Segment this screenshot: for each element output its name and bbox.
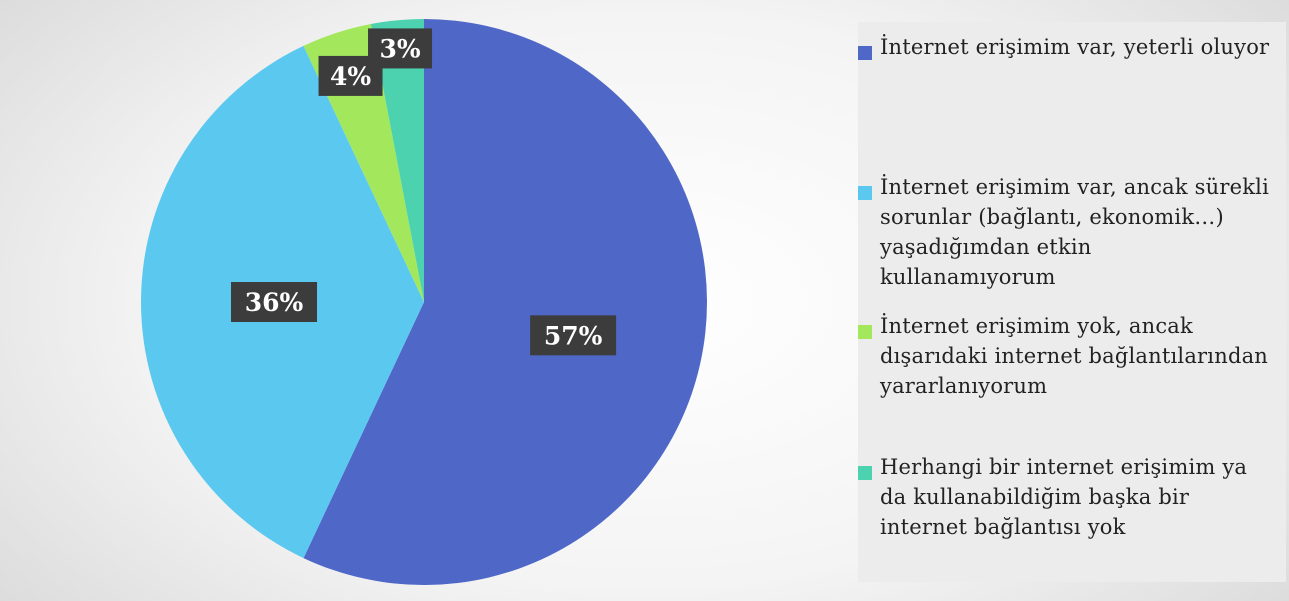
legend-swatch bbox=[858, 325, 872, 339]
legend-swatch bbox=[858, 186, 872, 200]
legend-item: Herhangi bir internet erişimim ya da kul… bbox=[858, 452, 1270, 542]
data-label-text: 57% bbox=[544, 321, 603, 350]
legend-swatch bbox=[858, 46, 872, 60]
legend-label: İnternet erişimim yok, ancak dışarıdaki … bbox=[880, 314, 1269, 398]
legend-item: İnternet erişimim yok, ancak dışarıdaki … bbox=[858, 311, 1270, 401]
legend-item: İnternet erişimim var, ancak sürekli sor… bbox=[858, 172, 1270, 292]
legend-label: İnternet erişimim var, yeterli oluyor bbox=[880, 35, 1270, 59]
pie-slice bbox=[370, 19, 424, 302]
legend: İnternet erişimim var, yeterli oluyor İn… bbox=[858, 22, 1286, 582]
data-label: 57% bbox=[530, 315, 617, 356]
legend-item: İnternet erişimim var, yeterli oluyor bbox=[858, 32, 1270, 62]
legend-swatch bbox=[858, 466, 872, 480]
pie-slice bbox=[303, 19, 707, 585]
pie-slices bbox=[141, 19, 707, 585]
pie-chart: 57% 36% 4% 3% bbox=[141, 19, 707, 585]
legend-label: Herhangi bir internet erişimim ya da kul… bbox=[880, 455, 1248, 539]
data-label: 36% bbox=[231, 282, 318, 322]
data-label-box bbox=[231, 282, 318, 322]
data-label: 4% bbox=[318, 55, 383, 96]
data-label-text: 3% bbox=[379, 34, 420, 63]
data-label-text: 36% bbox=[245, 288, 304, 317]
data-label-box bbox=[530, 315, 617, 356]
data-label: 3% bbox=[368, 28, 433, 69]
data-label-box bbox=[368, 28, 433, 69]
legend-label: İnternet erişimim var, ancak sürekli sor… bbox=[880, 175, 1270, 289]
data-label-text: 4% bbox=[330, 62, 371, 91]
pie-data-labels: 57% 36% 4% 3% bbox=[231, 28, 617, 356]
